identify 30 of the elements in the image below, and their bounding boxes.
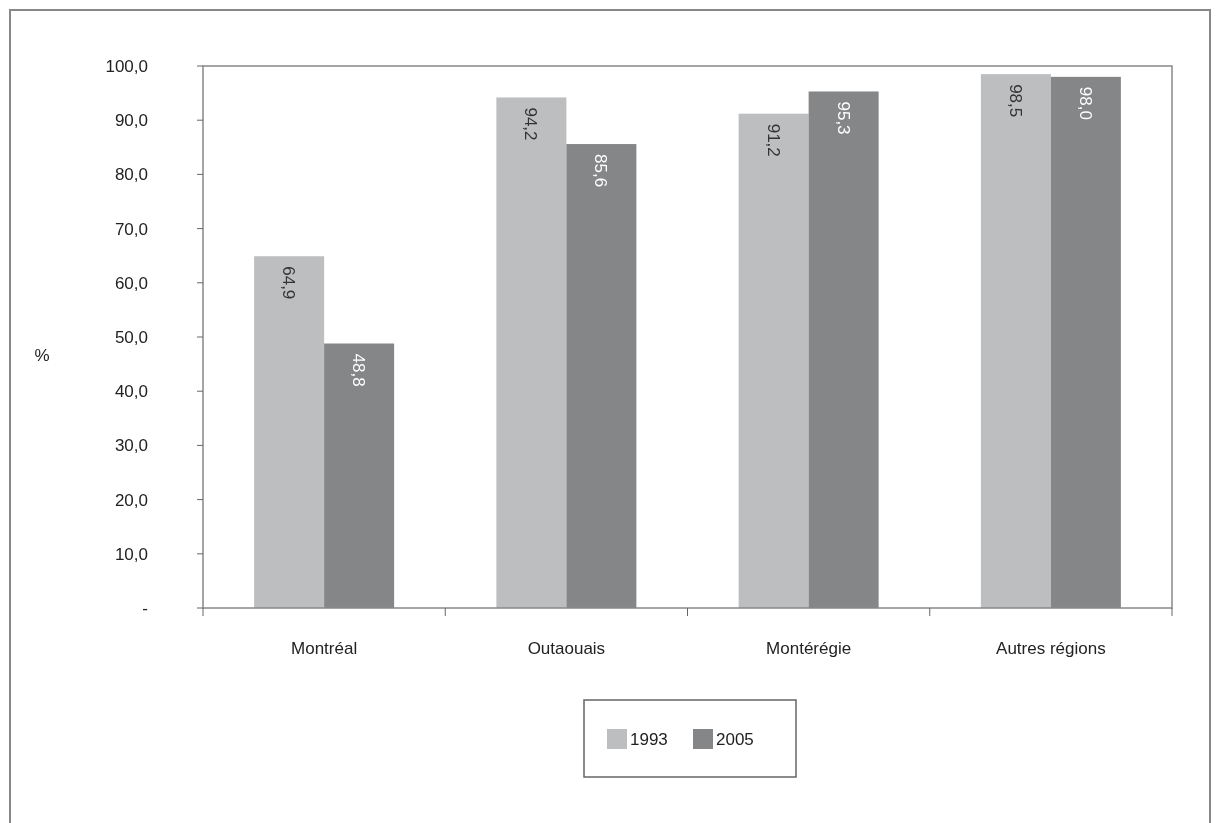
y-tick-label: 100,0 [105, 56, 148, 76]
data-label: 98,0 [1075, 86, 1095, 120]
data-label: 94,2 [521, 107, 541, 141]
data-label: 91,2 [763, 123, 783, 157]
bar [980, 74, 1051, 608]
y-tick-label: 80,0 [114, 165, 148, 185]
legend-label: 1993 [630, 729, 668, 749]
y-tick-label: 10,0 [114, 544, 148, 564]
y-tick-label: - [142, 598, 148, 618]
y-axis-title: % [34, 345, 50, 365]
y-tick-label: 40,0 [114, 382, 148, 402]
bar [496, 97, 567, 608]
y-tick-label: 50,0 [114, 327, 148, 347]
y-tick-label: 70,0 [114, 219, 148, 239]
x-tick-label: Outaouais [527, 638, 606, 658]
bar [738, 113, 809, 608]
data-label: 64,9 [279, 266, 299, 300]
y-tick-label: 30,0 [114, 436, 148, 456]
data-label: 95,3 [833, 101, 853, 135]
data-label: 85,6 [591, 154, 611, 188]
y-tick-label: 20,0 [114, 490, 148, 510]
data-label: 98,5 [1005, 84, 1025, 118]
y-tick-label: 60,0 [114, 273, 148, 293]
bar [254, 256, 325, 608]
y-tick-label: 90,0 [114, 111, 148, 131]
legend-label: 2005 [716, 729, 754, 749]
x-tick-label: Montréal [291, 638, 358, 658]
data-label: 48,8 [349, 353, 369, 387]
x-tick-label: Montérégie [766, 638, 852, 658]
x-tick-label: Autres régions [996, 638, 1106, 658]
